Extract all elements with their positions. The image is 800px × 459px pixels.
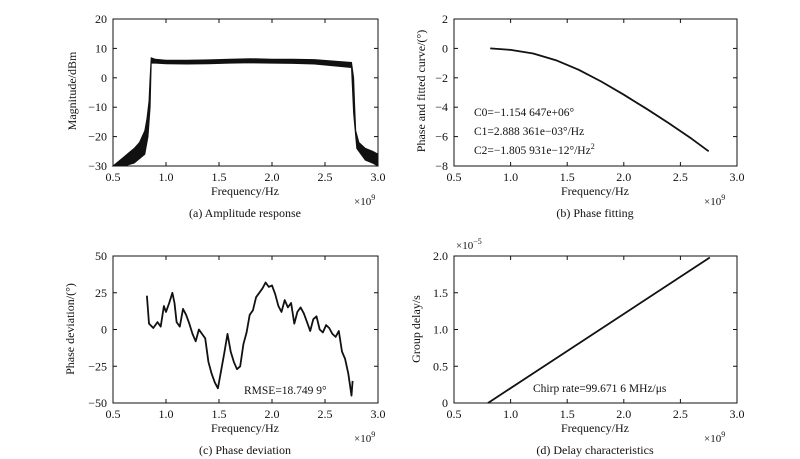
panel-c-ytick-label: 25: [95, 286, 107, 300]
panel-a-xtick-label: 1.0: [159, 170, 174, 184]
panel-b-phase-fitting: 0.5 1.0 1.5 2.0 2.5 3.0 −8 −6 −4 −2 0 2 Phase and f…: [414, 12, 745, 220]
panel-c-series-line: [146, 281, 354, 397]
panel-c-xlabel: Frequency/Hz: [211, 421, 279, 435]
panel-b-ytick-label: 0: [442, 41, 448, 55]
panel-d-xtick-label: 1.5: [560, 407, 575, 421]
panel-b-ytick-label: −6: [435, 130, 448, 144]
panel-b-xtick-label: 2.5: [673, 170, 688, 184]
panel-c-xtick-label: 2.5: [318, 407, 333, 421]
panel-c-phase-deviation: 0.5 1.0 1.5 2.0 2.5 3.0 −50 −25 0 25 50 Phase devi…: [63, 249, 386, 457]
panel-c-xtick-label: 3.0: [371, 407, 386, 421]
panel-a-ytick-label: 20: [95, 12, 107, 26]
panel-d-ytick-label: 0: [442, 396, 448, 410]
panel-d-ytick-label: 1.5: [433, 286, 448, 300]
panel-d-series-line: [487, 256, 711, 404]
panel-a-ytick-label: −10: [88, 100, 107, 114]
panel-c-annotation-rmse: RMSE=18.749 9°: [244, 385, 327, 397]
panel-a-xtick-label: 2.5: [318, 170, 333, 184]
panel-b-ytick-label: 2: [442, 12, 448, 26]
panel-c-ytick-label: −50: [88, 396, 107, 410]
panel-b-annotation-c2: C2=−1.805 931e−12°/Hz2: [474, 142, 595, 157]
panel-a-xlabel: Frequency/Hz: [211, 184, 279, 198]
panel-a-plot-area: 0.5 1.0 1.5 2.0 2.5 3.0 −30 −20 −10 0 10 20: [88, 12, 385, 184]
panel-a-xtick-label: 3.0: [371, 170, 386, 184]
panel-b-xtick-label: 3.0: [730, 170, 745, 184]
panel-a-ytick-label: −30: [88, 159, 107, 173]
panel-c-ytick-label: 0: [101, 323, 107, 337]
panel-c-xtick-label: 1.5: [212, 407, 227, 421]
panel-c-plot-area: 0.5 1.0 1.5 2.0 2.5 3.0 −50 −25 0 25 50: [88, 249, 385, 421]
panel-d-annotation-chirp-rate: Chirp rate=99.671 6 MHz/μs: [533, 383, 667, 395]
panel-d-y-multiplier: ×10−5: [456, 237, 482, 252]
panel-b-xtick-label: 0.5: [447, 170, 462, 184]
panel-b-ylabel: Phase and fitted curve/(°): [414, 30, 428, 152]
panel-b-ytick-label: −8: [435, 159, 448, 173]
panel-d-ytick-label: 2.0: [433, 249, 448, 263]
panel-b-xtick-label: 1.5: [560, 170, 575, 184]
panel-a-caption: (a) Amplitude response: [189, 206, 301, 220]
panel-d-ytick-label: 1.0: [433, 323, 448, 337]
panel-d-caption: (d) Delay characteristics: [536, 443, 654, 457]
panel-c-ytick-label: −25: [88, 359, 107, 373]
panel-c-x-multiplier: ×109: [354, 430, 375, 445]
panel-a-xtick-label: 0.5: [106, 170, 121, 184]
panel-a-xtick-label: 1.5: [212, 170, 227, 184]
panel-d-xtick-label: 2.5: [673, 407, 688, 421]
panel-c-xtick-label: 1.0: [159, 407, 174, 421]
panel-c-xtick-label: 2.0: [265, 407, 280, 421]
panel-a-ytick-label: 10: [95, 41, 107, 55]
panel-b-axes-frame: [453, 18, 738, 167]
panel-d-xtick-label: 0.5: [447, 407, 462, 421]
panel-d-delay-characteristics: 0.5 1.0 1.5 2.0 2.5 3.000.51.01.52.0 Group de…: [409, 237, 745, 457]
panel-a-axes-frame: [112, 18, 379, 167]
panel-d-x-multiplier: ×109: [704, 430, 725, 445]
panel-b-x-multiplier: ×109: [704, 193, 725, 208]
panel-d-xtick-label: 1.0: [503, 407, 518, 421]
panel-a-ytick-label: 0: [101, 71, 107, 85]
panel-c-ylabel: Phase deviation/(°): [63, 283, 77, 375]
panel-c-xtick-label: 0.5: [106, 407, 121, 421]
panel-b-xlabel: Frequency/Hz: [561, 184, 629, 198]
panel-b-xtick-label: 2.0: [616, 170, 631, 184]
panel-b-plot-area: 0.5 1.0 1.5 2.0 2.5 3.0 −8 −6 −4 −2 0 2: [435, 12, 744, 184]
panel-b-ytick-label: −2: [435, 71, 448, 85]
panel-c-ytick-label: 50: [95, 249, 107, 263]
panel-a-series-envelope: [111, 57, 379, 167]
panel-d-xlabel: Frequency/Hz: [561, 421, 629, 435]
panel-b-annotation-c0: C0=−1.154 647e+06°: [474, 107, 574, 119]
panel-c-caption: (c) Phase deviation: [199, 443, 291, 457]
panel-a-x-multiplier: ×109: [354, 193, 375, 208]
panel-b-caption: (b) Phase fitting: [556, 206, 633, 220]
panel-d-ytick-label: 0.5: [433, 359, 448, 373]
panel-d-ylabel: Group delay/s: [409, 295, 423, 363]
panel-d-plot-area: 0.5 1.0 1.5 2.0 2.5 3.000.51.01.52.0: [433, 249, 745, 421]
panel-a-xtick-label: 2.0: [265, 170, 280, 184]
panel-a-ylabel: Magnitude/dBm: [65, 51, 79, 130]
panel-a-amplitude-response: 0.5 1.0 1.5 2.0 2.5 3.0 −30 −20 −10 0 10 20 Magnitu…: [65, 12, 386, 220]
panel-b-series-line: [490, 47, 710, 153]
panel-b-ytick-label: −4: [435, 100, 448, 114]
panel-d-xtick-label: 3.0: [730, 407, 745, 421]
panel-b-xtick-label: 1.0: [503, 170, 518, 184]
panel-b-annotation-c1: C1=2.888 361e−03°/Hz: [474, 126, 584, 138]
panel-a-ytick-label: −20: [88, 130, 107, 144]
panel-d-xtick-label: 2.0: [616, 407, 631, 421]
